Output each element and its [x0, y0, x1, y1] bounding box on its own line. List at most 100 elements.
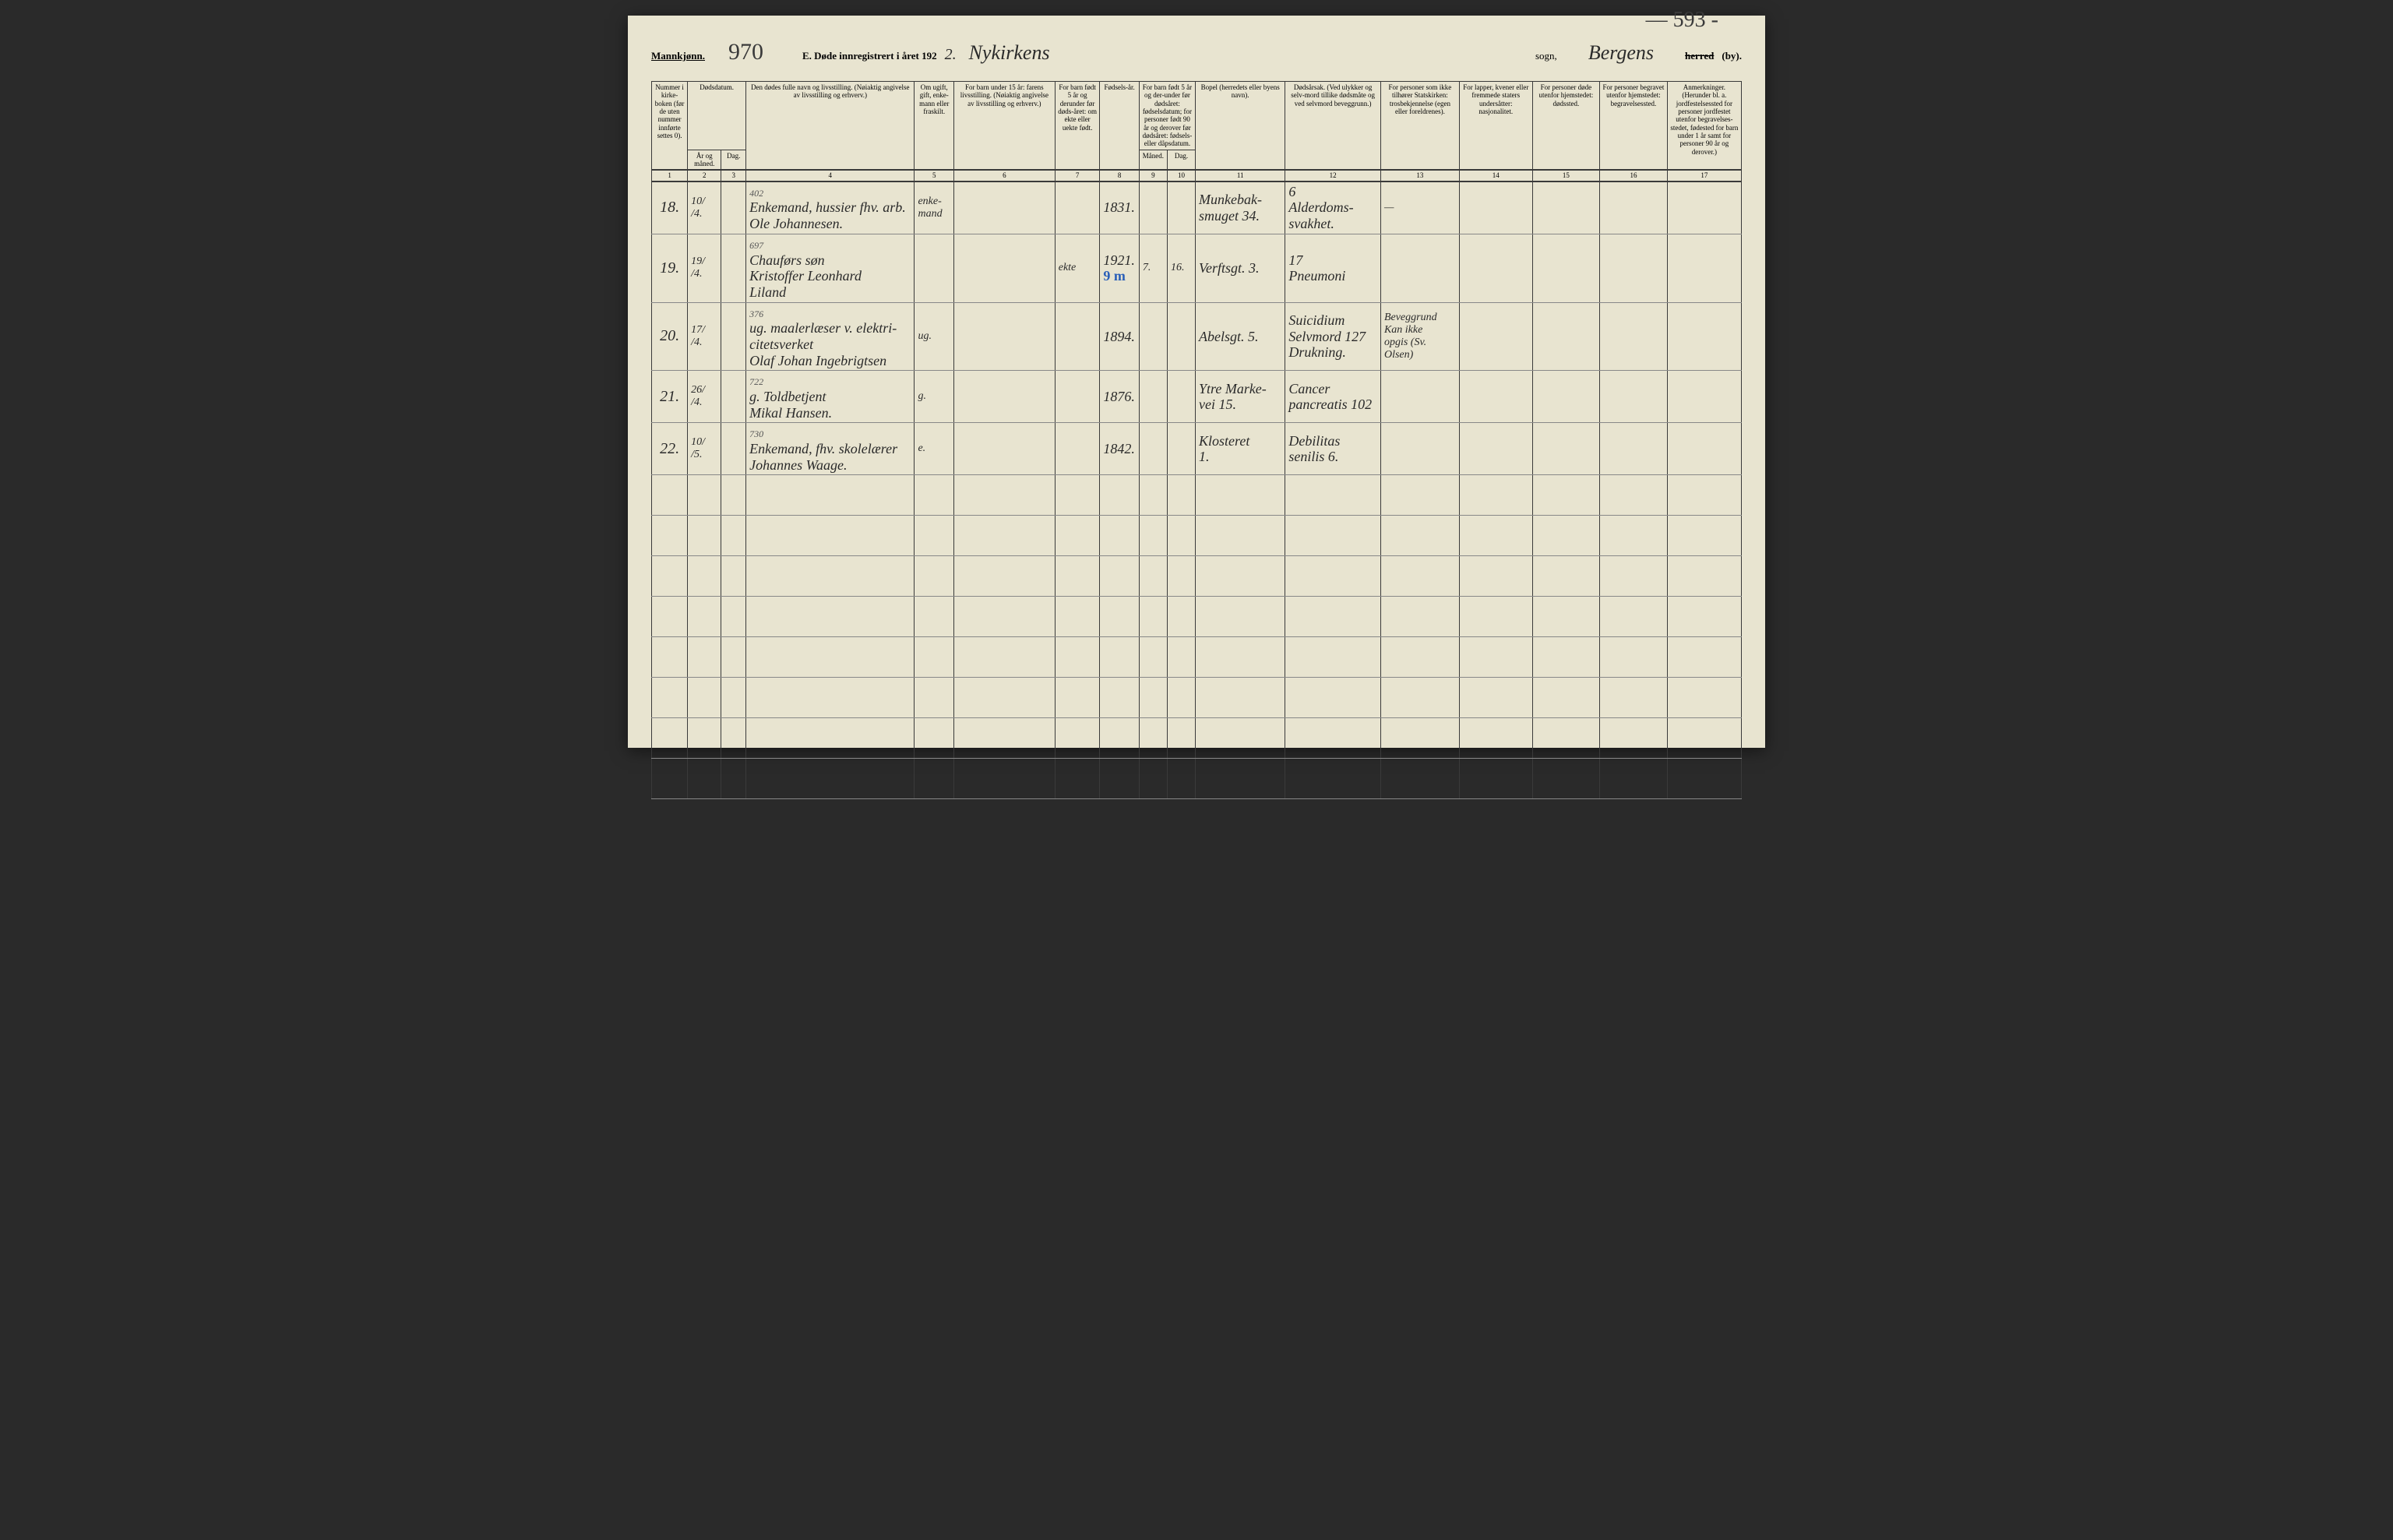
- cell: [915, 475, 953, 516]
- ref-annotation: 376: [749, 308, 763, 319]
- cell: [1195, 637, 1285, 678]
- cell: [1055, 371, 1100, 423]
- cell: [1667, 556, 1741, 597]
- parish-label: sogn,: [1535, 50, 1557, 62]
- cell: [1055, 718, 1100, 759]
- cell: [1667, 181, 1741, 234]
- cell: [953, 597, 1055, 637]
- cell: [1532, 678, 1600, 718]
- cell: [1380, 475, 1459, 516]
- cell: [1459, 475, 1532, 516]
- cell: [746, 516, 915, 556]
- cell: [1139, 718, 1167, 759]
- table-row: [652, 637, 1742, 678]
- colnum: 15: [1532, 170, 1600, 181]
- cell: —: [1380, 181, 1459, 234]
- cell: [1600, 678, 1668, 718]
- cell: [1055, 597, 1100, 637]
- cell: [1600, 556, 1668, 597]
- cell: [1380, 759, 1459, 799]
- title-row: Mannkjønn. 970 E. Døde innregistrert i å…: [651, 39, 1742, 65]
- cell: [1139, 556, 1167, 597]
- cell: [1167, 678, 1195, 718]
- cell: [1532, 371, 1600, 423]
- cell: [746, 637, 915, 678]
- cell: [1285, 759, 1381, 799]
- cell: [688, 556, 721, 597]
- cell: [1667, 302, 1741, 371]
- colnum: 17: [1667, 170, 1741, 181]
- cell: [1167, 302, 1195, 371]
- cell: [1285, 678, 1381, 718]
- cell: [1380, 718, 1459, 759]
- cell: [1285, 597, 1381, 637]
- cell: [1139, 302, 1167, 371]
- cell: [1380, 678, 1459, 718]
- cell: [721, 718, 746, 759]
- cell: [721, 637, 746, 678]
- cell: 1921.9 m: [1100, 234, 1139, 302]
- col-header: For barn født 5 år og derunder før døds-…: [1055, 82, 1100, 171]
- table-row: 19.19/ /4.697Chauførs sønKristoffer Leon…: [652, 234, 1742, 302]
- cell: [1139, 475, 1167, 516]
- cell: [1380, 637, 1459, 678]
- cell: [721, 371, 746, 423]
- cell: 1894.: [1100, 302, 1139, 371]
- cell: [1600, 371, 1668, 423]
- cell: g.: [915, 371, 953, 423]
- page-number-corner: — 593 -: [1646, 8, 1718, 33]
- cell: [746, 556, 915, 597]
- table-row: [652, 718, 1742, 759]
- cell: [915, 597, 953, 637]
- cell: [1600, 759, 1668, 799]
- title-year: 2.: [945, 46, 957, 64]
- cell: Cancerpancreatis 102: [1285, 371, 1381, 423]
- colnum: 12: [1285, 170, 1381, 181]
- cell: [915, 556, 953, 597]
- colnum: 16: [1600, 170, 1668, 181]
- colnum: 13: [1380, 170, 1459, 181]
- cell: [1532, 556, 1600, 597]
- cell: [1139, 423, 1167, 475]
- cell: [688, 597, 721, 637]
- cell: [1459, 516, 1532, 556]
- table-row: 20.17/ /4.376ug. maalerlæser v. elektri-…: [652, 302, 1742, 371]
- cell: [1459, 371, 1532, 423]
- cell: 17Pneumoni: [1285, 234, 1381, 302]
- cell: [1600, 181, 1668, 234]
- cell: [1139, 759, 1167, 799]
- colnum: 1: [652, 170, 688, 181]
- cell: [746, 759, 915, 799]
- col-header: Måned.: [1139, 150, 1167, 170]
- col-header: For personer som ikke tilhører Statskirk…: [1380, 82, 1459, 171]
- cell: 7.: [1139, 234, 1167, 302]
- cell: [721, 423, 746, 475]
- ref-annotation: 730: [749, 428, 763, 439]
- colnum: 9: [1139, 170, 1167, 181]
- cell: [1100, 759, 1139, 799]
- register-page: — 593 - Mannkjønn. 970 E. Døde innregist…: [628, 16, 1765, 748]
- cell: Abelsgt. 5.: [1195, 302, 1285, 371]
- col-header: Dødsdatum.: [688, 82, 746, 150]
- cell: [652, 637, 688, 678]
- cell: [1532, 597, 1600, 637]
- cell: [721, 181, 746, 234]
- table-body: 18.10/ /4.402Enkemand, hussier fhv. arb.…: [652, 181, 1742, 799]
- cell: [1139, 516, 1167, 556]
- cell: 402Enkemand, hussier fhv. arb.Ole Johann…: [746, 181, 915, 234]
- cell: [1380, 516, 1459, 556]
- col-header: Dag.: [1167, 150, 1195, 170]
- cell: [1532, 516, 1600, 556]
- cell: Debilitassenilis 6.: [1285, 423, 1381, 475]
- cell: [1600, 516, 1668, 556]
- cell: 10/ /5.: [688, 423, 721, 475]
- table-row: 22.10/ /5.730Enkemand, fhv. skolelærerJo…: [652, 423, 1742, 475]
- col-header: For personer døde utenfor hjemstedet: dø…: [1532, 82, 1600, 171]
- cell: [953, 556, 1055, 597]
- cell: 19.: [652, 234, 688, 302]
- table-row: 21.26/ /4.722g. ToldbetjentMikal Hansen.…: [652, 371, 1742, 423]
- cell: [1459, 759, 1532, 799]
- cell: [1167, 423, 1195, 475]
- cell: [746, 678, 915, 718]
- cell: [953, 423, 1055, 475]
